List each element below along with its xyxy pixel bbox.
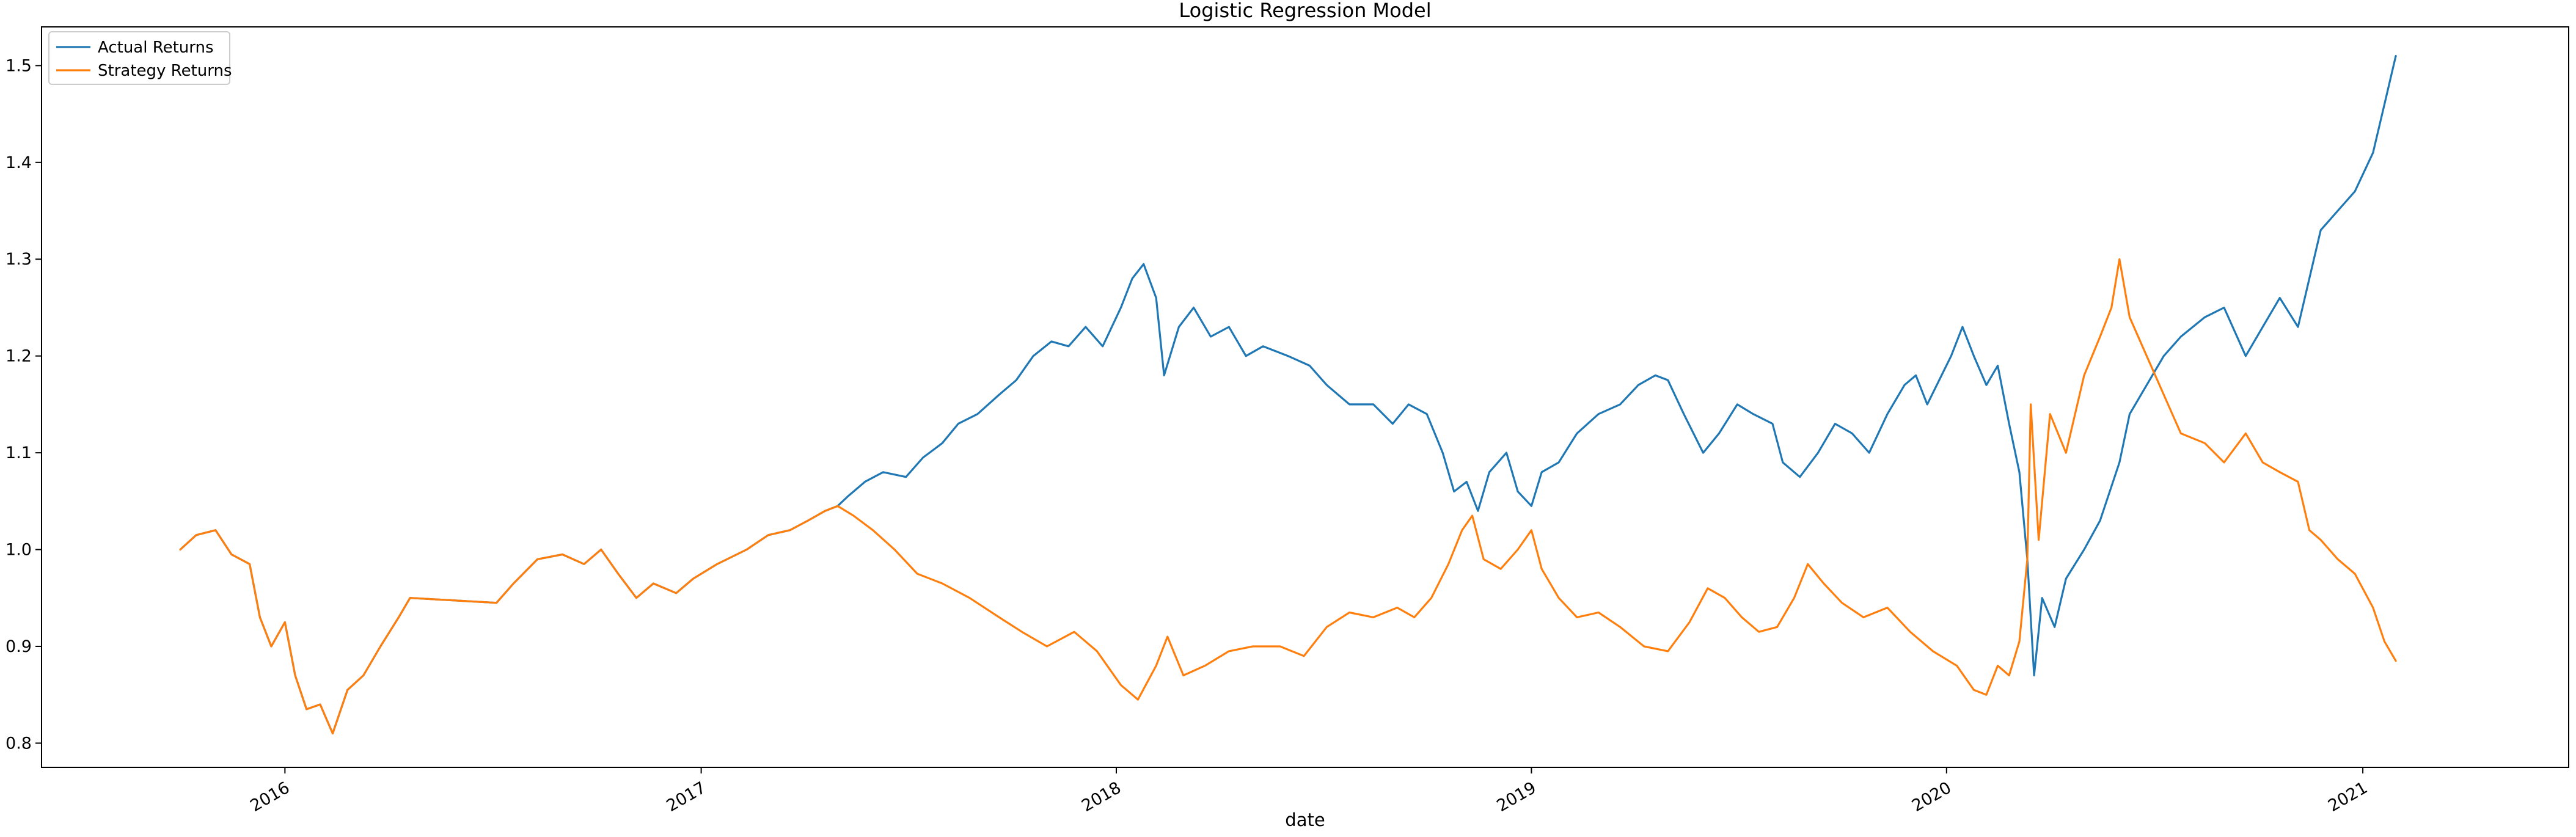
chart-title: Logistic Regression Model [1179, 0, 1431, 22]
y-tick-label: 1.4 [5, 153, 32, 172]
y-tick-label: 1.1 [5, 444, 32, 462]
y-tick-label: 1.3 [5, 250, 32, 269]
y-axis: 0.8 0.9 1.0 1.1 1.2 1.3 1.4 1.5 [5, 56, 42, 753]
legend: Actual Returns Strategy Returns [48, 31, 232, 85]
y-tick-label: 1.0 [5, 541, 32, 560]
y-tick-label: 1.2 [5, 347, 32, 366]
legend-label: Actual Returns [98, 38, 214, 57]
y-tick-label: 1.5 [5, 56, 32, 75]
plot-lines [179, 54, 2397, 735]
series-line-1 [179, 258, 2397, 735]
legend-label: Strategy Returns [98, 62, 232, 80]
y-tick-label: 0.8 [5, 734, 32, 753]
legend-box [48, 31, 230, 85]
plot-frame [41, 26, 2569, 768]
x-axis-title: date [1285, 810, 1325, 830]
y-tick-label: 0.9 [5, 637, 32, 656]
